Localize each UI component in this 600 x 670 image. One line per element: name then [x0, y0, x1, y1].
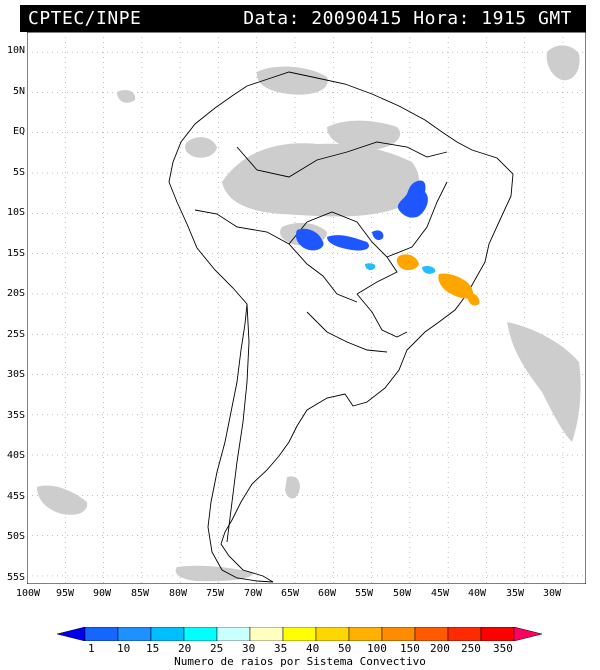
border-south	[306, 311, 388, 353]
cloud-northeast	[546, 45, 580, 81]
cloud-pacific	[117, 89, 136, 103]
legend-value: 15	[146, 642, 160, 655]
cloud-amazon	[222, 143, 420, 217]
legend-value: 20	[178, 642, 192, 655]
cluster-mato-grosso-2	[327, 235, 370, 251]
lat-label: 25S	[6, 329, 25, 340]
legend-swatch	[447, 627, 482, 641]
south-america-outline	[168, 71, 514, 583]
title-bar: CPTEC/INPE Data: 20090415 Hora: 1915 GMT	[20, 5, 586, 32]
lon-label: 50W	[393, 588, 412, 599]
lon-label: 85W	[131, 588, 150, 599]
lon-label: 30W	[543, 588, 562, 599]
lat-label: 20S	[6, 288, 25, 299]
cluster-cyan-2	[422, 265, 436, 274]
lat-label: 10N	[6, 45, 25, 56]
legend-arrow-left	[57, 627, 86, 641]
cluster-orange-2	[438, 273, 474, 299]
coastline	[168, 71, 514, 583]
lon-label: 90W	[93, 588, 112, 599]
lon-label: 75W	[206, 588, 225, 599]
lon-label: 35W	[506, 588, 525, 599]
legend-swatch	[150, 627, 185, 641]
lat-label: 30S	[6, 369, 25, 380]
legend-value: 35	[274, 642, 288, 655]
legend-swatch	[315, 627, 350, 641]
cloud-cover	[37, 45, 581, 582]
border-argentina-chile	[226, 303, 250, 543]
border-brazil-east	[386, 181, 448, 258]
lon-label: 55W	[355, 588, 374, 599]
lon-label: 40W	[468, 588, 487, 599]
lon-label: 70W	[244, 588, 263, 599]
lat-label: 55S	[6, 572, 25, 583]
cluster-tocantins	[397, 180, 428, 218]
lat-label: 45S	[6, 491, 25, 502]
cloud-south-tip	[175, 565, 253, 582]
legend-swatch	[348, 627, 383, 641]
lat-label: 5N	[12, 86, 25, 97]
legend-swatch	[183, 627, 218, 641]
color-legend	[57, 627, 542, 641]
legend-swatch	[282, 627, 317, 641]
legend-value: 200	[430, 642, 450, 655]
legend-swatch	[249, 627, 284, 641]
cluster-orange-1	[396, 254, 419, 271]
cloud-venezuela	[256, 66, 328, 95]
lat-label: 40S	[6, 450, 25, 461]
lon-label: 45W	[431, 588, 450, 599]
legend-value: 350	[493, 642, 513, 655]
map-grid	[27, 32, 586, 584]
legend-swatch	[381, 627, 416, 641]
lon-label: 65W	[281, 588, 300, 599]
source-label: CPTEC/INPE	[28, 8, 142, 29]
lon-label: 60W	[318, 588, 337, 599]
border-paraguay	[356, 293, 408, 338]
legend-value: 40	[306, 642, 320, 655]
cluster-orange-3	[467, 292, 480, 306]
cluster-mato-grosso-1	[295, 228, 324, 251]
legend-swatch	[216, 627, 251, 641]
lon-label: 100W	[16, 588, 41, 599]
cluster-goias	[372, 230, 384, 240]
legend-value: 10	[117, 642, 131, 655]
legend-value: 1	[88, 642, 95, 655]
lat-label: EQ	[12, 126, 25, 137]
map-border	[27, 32, 586, 584]
cloud-colombia	[184, 137, 217, 158]
legend-arrow-right	[513, 627, 542, 641]
cloud-atlantic-southeast	[507, 322, 581, 442]
lon-label: 80W	[169, 588, 188, 599]
datetime-label: Data: 20090415 Hora: 1915 GMT	[243, 8, 572, 29]
legend-value: 50	[338, 642, 352, 655]
legend-swatch	[84, 627, 119, 641]
lat-label: 50S	[6, 531, 25, 542]
legend-value: 250	[461, 642, 481, 655]
legend-value: 150	[400, 642, 420, 655]
legend-value: 100	[367, 642, 387, 655]
legend-swatch	[117, 627, 152, 641]
cloud-argentina	[285, 476, 300, 499]
lon-label: 95W	[56, 588, 75, 599]
legend-value: 30	[242, 642, 256, 655]
lightning-map	[27, 32, 586, 584]
lat-label: 10S	[6, 207, 25, 218]
cloud-patagonia	[37, 485, 88, 515]
border-bolivia	[288, 211, 398, 295]
cluster-cyan-1	[365, 263, 376, 271]
lat-label: 5S	[12, 167, 25, 178]
legend-swatch	[414, 627, 449, 641]
lat-label: 35S	[6, 410, 25, 421]
legend-swatch	[480, 627, 515, 641]
border-north	[236, 141, 448, 178]
legend-value: 25	[210, 642, 224, 655]
lat-label: 15S	[6, 248, 25, 259]
legend-caption: Numero de raios por Sistema Convectivo	[174, 655, 426, 668]
lightning-clusters	[295, 180, 480, 306]
